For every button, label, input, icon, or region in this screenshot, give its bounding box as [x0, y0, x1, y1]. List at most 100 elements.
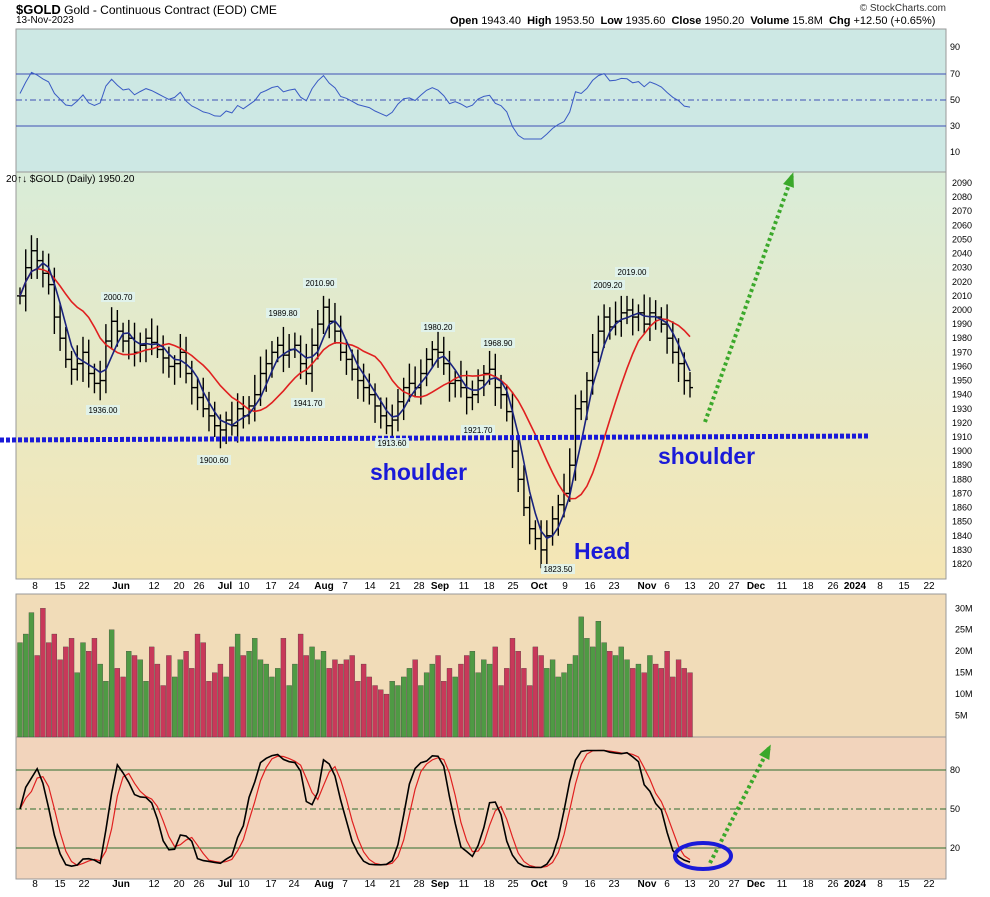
- x-axis-tick-label: 15: [54, 879, 66, 890]
- volume-bar: [515, 651, 521, 738]
- ohlc-bar: [120, 322, 127, 353]
- stochastic-forecast-arrow-head: [759, 744, 771, 760]
- x-axis-tick-label: 11: [459, 879, 470, 890]
- x-axis-tick-label: Sep: [431, 581, 449, 592]
- price-tick-label: 1960: [952, 361, 972, 371]
- ohlc-bar: [515, 434, 522, 493]
- ohlc-bar: [45, 253, 52, 295]
- volume-bar: [423, 672, 430, 738]
- chart-date: 13-Nov-2023: [16, 15, 74, 26]
- ohlc-bar: [446, 350, 453, 402]
- ohlc-bar: [337, 315, 344, 361]
- x-axis-tick-label: Nov: [638, 581, 657, 592]
- ohlc-bar: [383, 397, 390, 435]
- ohlc-bar: [372, 383, 379, 423]
- ohlc-bar: [629, 298, 636, 336]
- volume-bar: [383, 693, 390, 738]
- x-axis-tick-label: 28: [413, 879, 425, 890]
- price-tick-label: 2020: [952, 277, 972, 287]
- price-tick-label: 1950: [952, 376, 972, 386]
- volume-bar: [246, 651, 252, 738]
- volume-bar: [675, 659, 682, 738]
- volume-bar: [303, 655, 309, 738]
- price-tick-label: 2040: [952, 249, 972, 259]
- volume-value: 15.8M: [792, 15, 823, 27]
- price-annotation: 1900.60: [200, 456, 229, 465]
- ohlc-bar: [177, 333, 184, 378]
- ohlc-bar: [624, 295, 631, 325]
- neckline: [0, 433, 871, 443]
- x-axis-tick-label: Jun: [112, 581, 130, 592]
- volume-bar: [355, 681, 361, 738]
- price-annotation: 2000.70: [104, 293, 133, 302]
- volume-bar: [189, 668, 195, 738]
- price-annotation-box: [303, 278, 337, 288]
- volume-bar: [309, 646, 315, 738]
- price-annotation-box: [291, 398, 325, 408]
- ohlc-bar: [664, 304, 671, 354]
- high-label: High: [527, 15, 552, 27]
- x-axis-tick-label: 20: [173, 879, 185, 890]
- exchange: CME: [250, 3, 277, 17]
- volume-bar: [114, 668, 121, 738]
- price-annotation: 1968.90: [484, 339, 513, 348]
- x-axis-tick-label: 7: [342, 879, 348, 890]
- ohlc-bar: [62, 326, 69, 368]
- volume-bar: [664, 651, 670, 738]
- x-axis-tick-label: 15: [898, 581, 910, 592]
- x-axis-tick-label: 23: [608, 581, 620, 592]
- ohlc-bar: [366, 373, 373, 405]
- price-tick-label: 2030: [952, 263, 972, 273]
- ohlc-bar: [297, 335, 304, 380]
- slow-moving-average: [19, 267, 691, 500]
- volume-bar: [120, 676, 126, 738]
- volume-label: Volume: [750, 15, 790, 27]
- stochastic-tick-label: 50: [950, 804, 960, 814]
- x-axis-tick-label: 9: [562, 879, 568, 890]
- volume-bar: [607, 651, 613, 738]
- volume-bar: [521, 668, 527, 738]
- x-axis-tick-label: Dec: [747, 581, 766, 592]
- price-annotation: 1913.60: [378, 439, 407, 448]
- price-tick-label: 2090: [952, 178, 972, 188]
- low-value: 1935.60: [625, 15, 666, 27]
- volume-bar: [154, 663, 161, 738]
- x-axis-tick-label: 2024: [844, 879, 867, 890]
- x-axis-tick-label: 17: [265, 581, 277, 592]
- volume-bar: [286, 685, 292, 738]
- price-tick-label: 1970: [952, 347, 972, 357]
- ohlc-bar: [34, 238, 41, 279]
- symbol: $GOLD: [16, 2, 61, 17]
- volume-bar: [183, 651, 189, 738]
- ohlc-bar: [475, 369, 482, 404]
- volume-bar: [320, 651, 327, 738]
- high-value: 1953.50: [554, 15, 595, 27]
- change-label: Chg: [829, 15, 851, 27]
- x-axis-tick-label: Oct: [531, 581, 548, 592]
- ohlc-bar: [578, 390, 585, 421]
- volume-bar: [131, 655, 138, 738]
- ohlc-bar: [423, 348, 430, 387]
- volume-bar: [395, 685, 401, 738]
- volume-bar: [486, 663, 493, 738]
- volume-bar: [504, 668, 510, 738]
- volume-bar: [212, 672, 218, 738]
- volume-bar: [166, 655, 172, 738]
- x-axis-tick-label: 28: [413, 581, 425, 592]
- price-annotation: 2010.90: [306, 279, 335, 288]
- x-axis-tick-label: 12: [148, 879, 160, 890]
- rsi-tick-label: 90: [950, 42, 960, 52]
- x-axis-tick-label: 26: [827, 879, 839, 890]
- volume-bar: [263, 663, 269, 738]
- volume-bar: [681, 668, 687, 738]
- volume-bar: [343, 659, 350, 738]
- x-axis-tick-label: 13: [684, 879, 696, 890]
- volume-bar: [429, 663, 435, 738]
- volume-bar: [532, 646, 539, 738]
- volume-bar: [86, 651, 92, 738]
- volume-bar: [687, 672, 693, 738]
- x-axis-tick-label: 20: [708, 581, 720, 592]
- volume-bar: [280, 638, 287, 738]
- price-tick-label: 2010: [952, 291, 972, 301]
- volume-bar: [234, 633, 241, 738]
